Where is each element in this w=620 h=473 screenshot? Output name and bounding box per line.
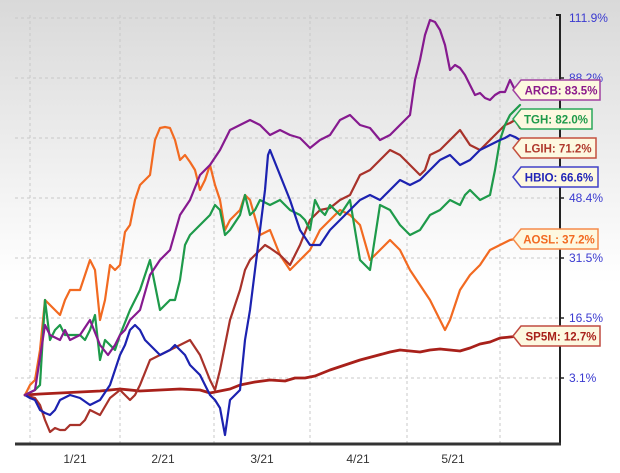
tag-sp5m: SP5M: 12.7% bbox=[512, 325, 601, 347]
y-tick-label: 31.5% bbox=[569, 251, 603, 265]
tag-aosl: AOSL: 37.2% bbox=[512, 228, 599, 250]
x-axis-labels: 1/21 2/21 3/21 4/21 5/21 bbox=[63, 452, 465, 466]
tag-arcb: ARCB: 83.5% bbox=[512, 79, 601, 101]
tag-label-tgh: TGH: 82.0% bbox=[524, 115, 588, 127]
series-end-tags: ARCB: 83.5% TGH: 82.0% LGIH: 71.2% HBIO:… bbox=[512, 79, 601, 347]
gridlines bbox=[15, 15, 560, 443]
series-line-aosl bbox=[23, 125, 522, 397]
y-tick-label: 48.4% bbox=[569, 191, 603, 205]
series-lines bbox=[23, 18, 522, 437]
y-axis-labels: 111.9% 88.2% 48.4% 31.5% 16.5% 3.1% bbox=[569, 11, 608, 385]
y-tick-label: 111.9% bbox=[569, 11, 608, 25]
series-line-arcb bbox=[23, 18, 522, 397]
tag-tgh: TGH: 82.0% bbox=[512, 108, 593, 130]
x-tick-label: 2/21 bbox=[151, 452, 175, 466]
x-tick-label: 3/21 bbox=[250, 452, 274, 466]
series-line-hbio bbox=[23, 133, 522, 437]
y-tick-label: 3.1% bbox=[569, 371, 597, 385]
x-tick-label: 5/21 bbox=[441, 452, 465, 466]
series-line-sp5m bbox=[23, 334, 522, 397]
tag-hbio: HBIO: 66.6% bbox=[512, 166, 599, 188]
tag-label-arcb: ARCB: 83.5% bbox=[525, 86, 598, 98]
tag-label-hbio: HBIO: 66.6% bbox=[525, 173, 593, 185]
x-tick-label: 4/21 bbox=[346, 452, 370, 466]
series-line-lgih bbox=[23, 118, 522, 434]
series-line-tgh bbox=[23, 103, 522, 397]
y-tick-label: 16.5% bbox=[569, 311, 603, 325]
tag-label-aosl: AOSL: 37.2% bbox=[523, 235, 595, 247]
tag-label-lgih: LGIH: 71.2% bbox=[524, 144, 591, 156]
tag-label-sp5m: SP5M: 12.7% bbox=[526, 332, 597, 344]
x-tick-label: 1/21 bbox=[63, 452, 87, 466]
tag-lgih: LGIH: 71.2% bbox=[512, 137, 597, 159]
